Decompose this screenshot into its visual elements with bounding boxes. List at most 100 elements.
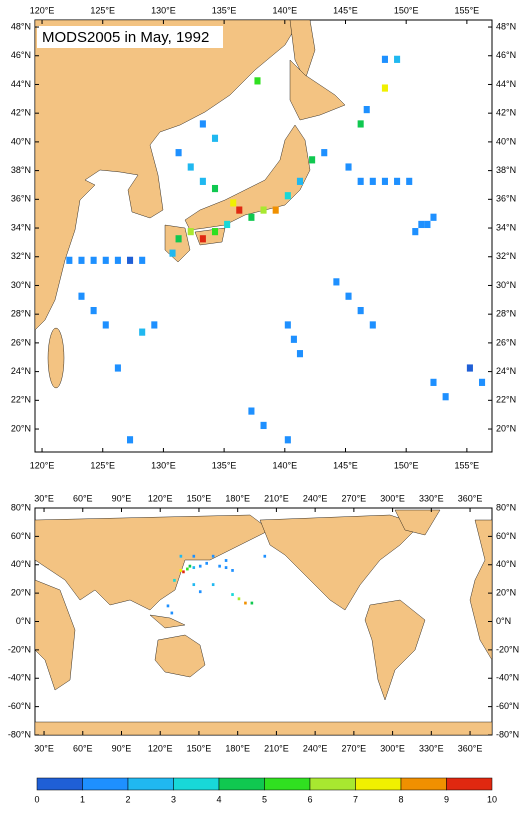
obs-cell <box>66 256 73 264</box>
obs-cell <box>151 321 158 329</box>
obs-cell <box>466 364 473 372</box>
obs-cell <box>170 611 174 615</box>
lat-label: 40°N <box>496 559 516 569</box>
lat-label: 20°N <box>11 423 31 433</box>
colorbar-label: 9 <box>444 794 449 804</box>
lon-label: 90°E <box>112 743 132 753</box>
obs-cell <box>406 177 413 185</box>
obs-cell <box>381 55 388 63</box>
lat-label: 24°N <box>11 366 31 376</box>
lat-label: 36°N <box>496 194 516 204</box>
land <box>47 327 65 389</box>
obs-cell <box>248 407 255 415</box>
colorbar-label: 8 <box>398 794 403 804</box>
lon-label: 240°E <box>303 743 328 753</box>
obs-cell <box>430 378 437 386</box>
lon-label: 130°E <box>151 5 176 15</box>
obs-cell <box>211 228 219 236</box>
land <box>469 519 493 661</box>
obs-cell <box>237 597 241 601</box>
lat-label: 42°N <box>496 108 516 118</box>
obs-cell <box>254 77 261 85</box>
colorbar-box <box>173 777 220 791</box>
obs-cell <box>381 177 388 185</box>
lon-label: 90°E <box>112 493 132 503</box>
lat-label: 60°N <box>11 531 31 541</box>
title: MODS2005 in May, 1992 <box>42 29 209 46</box>
land <box>289 59 346 121</box>
lat-label: 34°N <box>496 222 516 232</box>
obs-cell <box>192 554 196 558</box>
lat-label: 34°N <box>11 222 31 232</box>
colorbar-label: 4 <box>216 794 221 804</box>
colorbar-label: 3 <box>171 794 176 804</box>
lat-label: 46°N <box>496 50 516 60</box>
obs-cell <box>188 564 192 568</box>
lon-label: 210°E <box>264 493 289 503</box>
lon-label: 135°E <box>212 460 237 470</box>
lat-label: 32°N <box>11 251 31 261</box>
colorbar-label: 7 <box>353 794 358 804</box>
land <box>34 19 301 331</box>
obs-cell <box>363 105 370 114</box>
lat-label: -20°N <box>496 644 519 654</box>
land <box>184 124 311 231</box>
obs-cell <box>284 192 291 200</box>
colorbar-box <box>400 777 447 791</box>
obs-cell <box>199 235 206 243</box>
lon-label: 300°E <box>380 743 405 753</box>
colorbar-label: 6 <box>307 794 312 804</box>
land <box>394 509 441 536</box>
obs-cell <box>250 601 254 605</box>
lat-label: 32°N <box>496 251 516 261</box>
obs-cell <box>345 292 352 300</box>
obs-cell <box>205 561 208 565</box>
lat-label: 46°N <box>11 50 31 60</box>
land <box>34 721 493 736</box>
lat-label: -60°N <box>496 701 519 711</box>
obs-cell <box>199 177 206 185</box>
colorbar-label: 0 <box>34 794 39 804</box>
lat-label: -60°N <box>8 701 31 711</box>
lon-label: 60°E <box>73 743 93 753</box>
obs-cell <box>186 567 189 571</box>
obs-cell <box>127 256 134 264</box>
lat-label: 0°N <box>16 616 31 626</box>
obs-cell <box>272 206 279 214</box>
lon-label: 135°E <box>212 5 237 15</box>
lat-label: 44°N <box>11 79 31 89</box>
colorbar-label: 2 <box>125 794 130 804</box>
global-map <box>34 509 493 736</box>
obs-cell <box>309 156 316 164</box>
obs-cell <box>139 328 146 336</box>
lon-label: 180°E <box>225 743 250 753</box>
obs-cell <box>244 601 247 605</box>
obs-cell <box>296 350 304 358</box>
obs-cell <box>230 199 237 207</box>
obs-cell <box>369 177 376 185</box>
obs-cell <box>102 256 109 264</box>
lat-label: 48°N <box>496 21 516 31</box>
land <box>34 514 271 611</box>
obs-cell <box>90 306 97 315</box>
lon-label: 145°E <box>333 460 358 470</box>
obs-cell <box>199 120 206 128</box>
colorbar-label: 10 <box>487 794 497 804</box>
obs-cell <box>260 206 267 214</box>
obs-cell <box>166 604 170 608</box>
lat-label: 38°N <box>11 165 31 175</box>
lat-label: 26°N <box>11 337 31 347</box>
obs-cell <box>284 436 291 444</box>
lon-label: 125°E <box>90 5 115 15</box>
obs-cell <box>284 321 291 329</box>
lat-label: -20°N <box>8 644 31 654</box>
lon-label: 120°E <box>148 493 173 503</box>
lon-label: 140°E <box>272 460 297 470</box>
title-box <box>37 26 223 48</box>
obs-cell <box>430 213 437 221</box>
obs-cell <box>418 220 425 229</box>
lon-label: 330°E <box>419 493 444 503</box>
obs-cell <box>296 177 304 185</box>
lon-label: 210°E <box>264 743 289 753</box>
obs-cell <box>175 149 182 157</box>
